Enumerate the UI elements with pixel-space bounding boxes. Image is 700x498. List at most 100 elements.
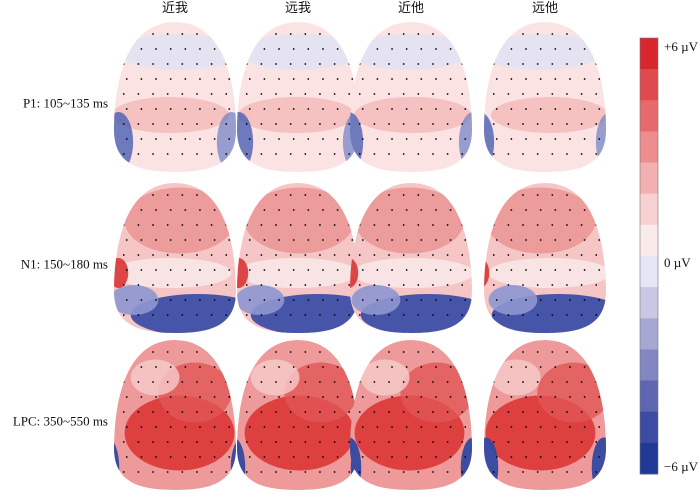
- electrode: [304, 381, 307, 383]
- electrode: [248, 426, 251, 428]
- electrode: [263, 426, 266, 428]
- electrode: [495, 456, 498, 458]
- electrode: [420, 456, 423, 458]
- electrode: [152, 351, 154, 353]
- electrode: [595, 284, 598, 286]
- electrode: [522, 441, 524, 443]
- electrode: [348, 123, 351, 125]
- electrode: [525, 396, 527, 398]
- electrode: [376, 78, 379, 80]
- electrode: [446, 33, 449, 35]
- electrode: [449, 396, 452, 398]
- electrode: [492, 314, 495, 316]
- electrode: [373, 381, 376, 383]
- electrode: [225, 471, 228, 473]
- electrode: [196, 224, 198, 226]
- electrode: [263, 138, 266, 140]
- electrode: [152, 441, 154, 443]
- electrode: [196, 441, 198, 443]
- electrode: [373, 93, 376, 95]
- electrode: [275, 63, 277, 65]
- electrode: [566, 63, 568, 65]
- electrode: [278, 269, 280, 271]
- electrode: [580, 33, 583, 35]
- electrode: [199, 239, 201, 241]
- potential-region: [237, 112, 254, 172]
- electrode: [322, 299, 324, 301]
- electrode: [307, 269, 310, 271]
- potential-region: [250, 359, 300, 396]
- electrode: [152, 381, 154, 383]
- electrode: [263, 78, 266, 80]
- electrode: [336, 299, 339, 301]
- electrode: [155, 269, 157, 271]
- electrode: [566, 441, 568, 443]
- electrode: [435, 269, 437, 271]
- electrode: [210, 411, 213, 413]
- electrode: [213, 299, 216, 301]
- electrode: [417, 284, 420, 286]
- electrode: [245, 63, 248, 65]
- electrode: [598, 396, 601, 398]
- electrode: [446, 314, 449, 316]
- electrode: [199, 426, 201, 428]
- electrode: [210, 123, 213, 125]
- electrode: [580, 93, 583, 95]
- electrode: [245, 153, 248, 155]
- electrode: [184, 78, 187, 80]
- potential-region: [124, 187, 235, 254]
- electrode: [260, 224, 263, 226]
- electrode: [122, 123, 125, 125]
- electrode: [137, 93, 140, 95]
- electrode: [122, 254, 125, 256]
- electrode: [435, 108, 437, 110]
- electrode: [199, 269, 201, 271]
- electrode: [184, 108, 187, 110]
- electrode: [598, 239, 601, 241]
- electrode: [566, 33, 568, 35]
- electrode: [583, 138, 586, 140]
- colorbar-band: [640, 349, 658, 382]
- electrode: [580, 224, 583, 226]
- electrode: [137, 224, 140, 226]
- electrode: [376, 269, 379, 271]
- electrode: [225, 254, 228, 256]
- electrode: [580, 411, 583, 413]
- potential-region: [114, 97, 230, 133]
- electrode: [405, 138, 408, 140]
- electrode: [525, 456, 527, 458]
- electrode: [446, 284, 449, 286]
- potential-region: [491, 359, 541, 396]
- electrode: [181, 254, 184, 256]
- electrode: [263, 269, 266, 271]
- electrode: [225, 93, 228, 95]
- electrode: [333, 381, 336, 383]
- electrode: [388, 33, 390, 35]
- electrode: [228, 299, 231, 301]
- electrode: [566, 93, 568, 95]
- electrode: [210, 471, 213, 473]
- electrode: [228, 138, 231, 140]
- electrode: [184, 456, 187, 458]
- electrode: [551, 284, 554, 286]
- electrode: [213, 138, 216, 140]
- electrode: [213, 108, 216, 110]
- electrode: [405, 239, 408, 241]
- electrode: [435, 366, 437, 368]
- electrode: [525, 209, 527, 211]
- electrode: [181, 314, 184, 316]
- electrode: [319, 381, 321, 383]
- electrode: [539, 299, 542, 301]
- electrode: [322, 209, 324, 211]
- electrode: [289, 63, 292, 65]
- electrode: [213, 78, 216, 80]
- electrode: [554, 396, 557, 398]
- electrode: [228, 108, 231, 110]
- electrode: [137, 351, 140, 353]
- electrode: [210, 314, 213, 316]
- electrode: [358, 123, 361, 125]
- electrode: [510, 396, 513, 398]
- electrode: [169, 366, 172, 368]
- electrode: [446, 351, 449, 353]
- electrode: [551, 381, 554, 383]
